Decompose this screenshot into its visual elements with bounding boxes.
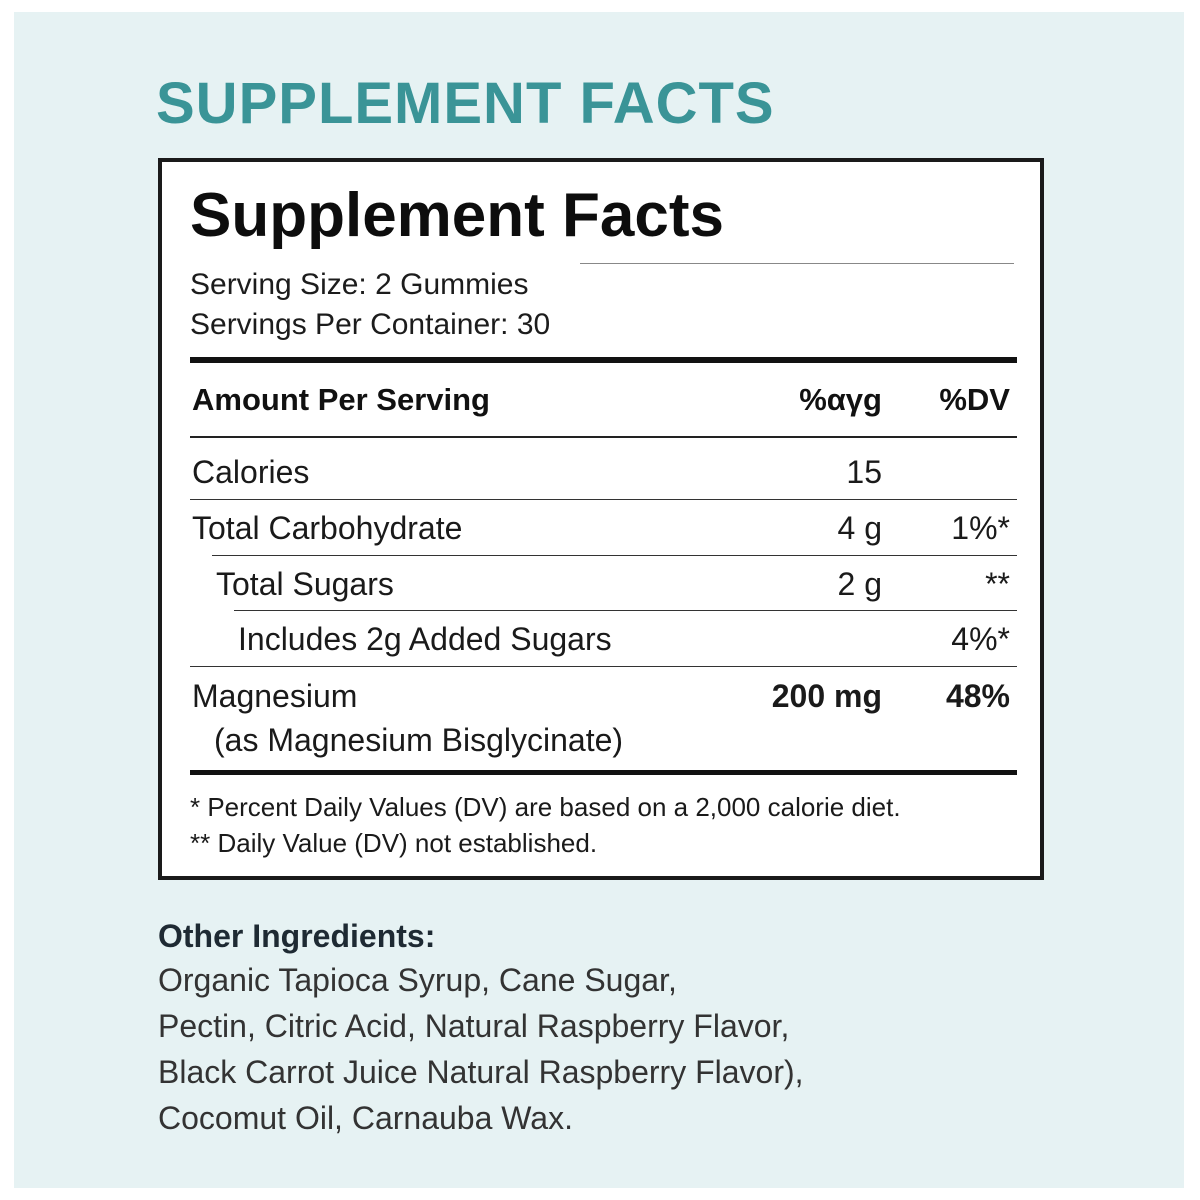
row-divider [190,499,1017,500]
footer-thick-divider [190,770,1017,775]
amount-column-header: %αγg [799,382,882,417]
supplement-facts-panel [158,158,1044,880]
other-ingredients-line: Pectin, Citric Acid, Natural Raspberry F… [158,1008,790,1044]
row-magnesium-name: Magnesium [192,678,358,714]
row-calories-amount: 15 [846,454,882,490]
panel-title: Supplement Facts [190,181,724,250]
amount-per-serving-header: Amount Per Serving [192,382,490,417]
footnote-dv: * Percent Daily Values (DV) are based on… [190,792,901,822]
page-heading: SUPPLEMENT FACTS [156,71,775,136]
title-divider [580,263,1014,264]
row-carbohydrate-amount: 4 g [837,510,882,546]
header-thick-divider [190,357,1017,363]
column-header-divider [190,436,1017,438]
row-divider [212,555,1017,556]
row-sugars-dv: ** [985,566,1010,602]
row-divider [234,610,1017,611]
row-sugars-name: Total Sugars [216,566,394,602]
row-added-sugars-dv: 4%* [951,621,1010,657]
row-added-sugars-name: Includes 2g Added Sugars [238,621,612,657]
row-carbohydrate-name: Total Carbohydrate [192,510,463,546]
row-calories-name: Calories [192,454,310,490]
other-ingredients-line: Black Carrot Juice Natural Raspberry Fla… [158,1054,804,1090]
row-magnesium-source: (as Magnesium Bisglycinate) [214,722,624,758]
row-divider [190,666,1017,667]
row-sugars-amount: 2 g [837,566,882,602]
row-carbohydrate-dv: 1%* [951,510,1010,546]
dv-column-header: %DV [939,382,1010,417]
other-ingredients-title: Other Ingredients: [158,918,436,954]
row-magnesium-amount: 200 mg [771,678,882,714]
servings-per-container: Servings Per Container: 30 [190,308,551,341]
other-ingredients-line: Cocomut Oil, Carnauba Wax. [158,1100,573,1136]
other-ingredients-line: Organic Tapioca Syrup, Cane Sugar, [158,962,677,998]
footnote-not-established: ** Daily Value (DV) not established. [190,828,598,858]
serving-size: Serving Size: 2 Gummies [190,268,529,301]
row-magnesium-dv: 48% [945,678,1010,714]
